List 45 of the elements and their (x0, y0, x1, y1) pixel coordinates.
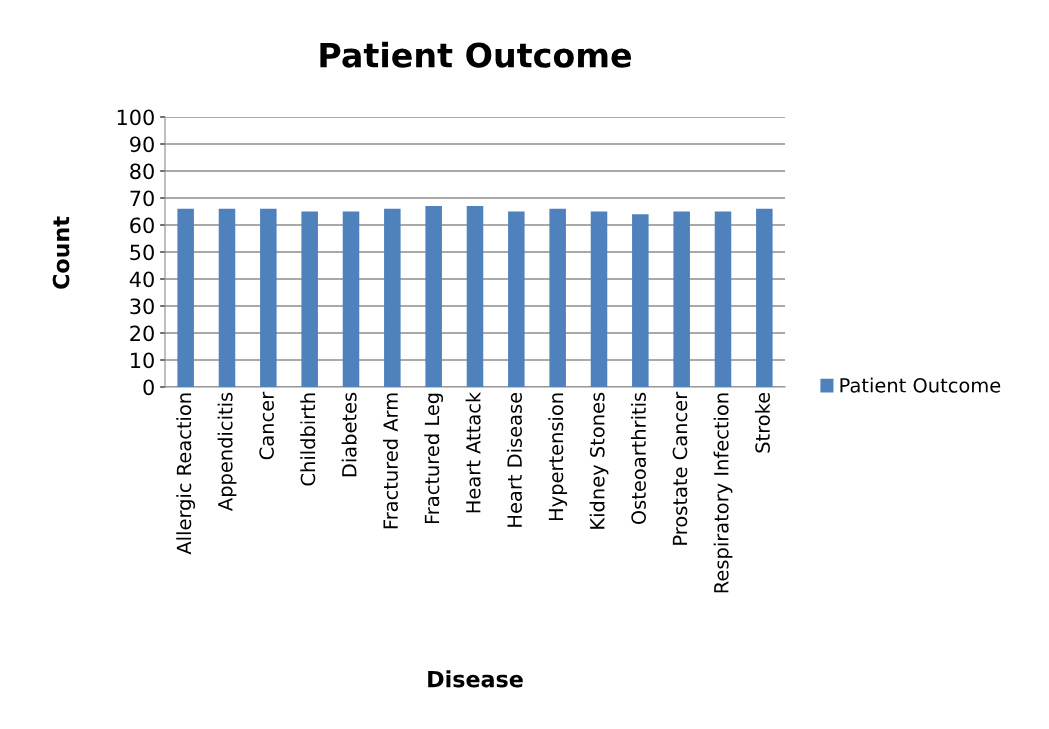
bar (425, 206, 442, 387)
bar (756, 208, 773, 387)
bar (301, 211, 318, 387)
bar (342, 211, 360, 387)
bar (466, 206, 484, 387)
y-tick-label: 80 (130, 163, 154, 180)
x-tick-label: Allergic Reaction (176, 393, 196, 555)
y-tick-label: 0 (143, 379, 154, 396)
bar (549, 208, 566, 387)
bar (260, 208, 277, 387)
x-tick-label: Heart Attack (465, 391, 481, 513)
y-tick-label: 10 (131, 352, 154, 369)
x-tick-label: Kidney Stones (589, 392, 609, 529)
x-tick-label: Respiratory Infection (713, 393, 733, 593)
y-tick-label: 30 (130, 298, 154, 315)
y-axis-title: Count (52, 216, 70, 289)
chart-title: Patient Outcome (320, 41, 632, 68)
x-tick-label: Childbirth (300, 393, 316, 486)
y-tick-label: 90 (130, 136, 154, 153)
x-tick-label: Fractured Arm (382, 393, 398, 529)
x-tick-label: Stroke (754, 392, 770, 453)
bar (384, 208, 401, 387)
y-tick-label: 40 (129, 271, 154, 288)
bar (590, 211, 608, 387)
y-tick-label: 20 (130, 325, 154, 342)
x-tick-label: Osteoarthritis (630, 392, 646, 525)
x-tick-label: Cancer (259, 391, 274, 460)
bar (632, 214, 649, 387)
x-tick-label: Hypertension (548, 393, 568, 521)
x-tick-label: Heart Disease (506, 392, 522, 527)
x-tick-label: Appendicitis (217, 392, 237, 511)
x-axis-title: Disease (428, 670, 523, 688)
y-tick-label: 100 (117, 109, 154, 126)
x-tick-label: Fractured Leg (424, 393, 444, 524)
y-tick-label: 70 (130, 190, 154, 207)
x-tick-label: Diabetes (341, 392, 357, 477)
y-tick-label: 60 (130, 217, 154, 234)
bar (177, 208, 194, 387)
legend-label: Patient Outcome (840, 377, 1001, 393)
bar (508, 211, 525, 387)
bar (218, 208, 236, 387)
bar (673, 211, 690, 387)
bar (714, 211, 732, 387)
x-tick-label: Prostate Cancer (672, 391, 688, 545)
y-tick-label: 50 (130, 244, 154, 261)
